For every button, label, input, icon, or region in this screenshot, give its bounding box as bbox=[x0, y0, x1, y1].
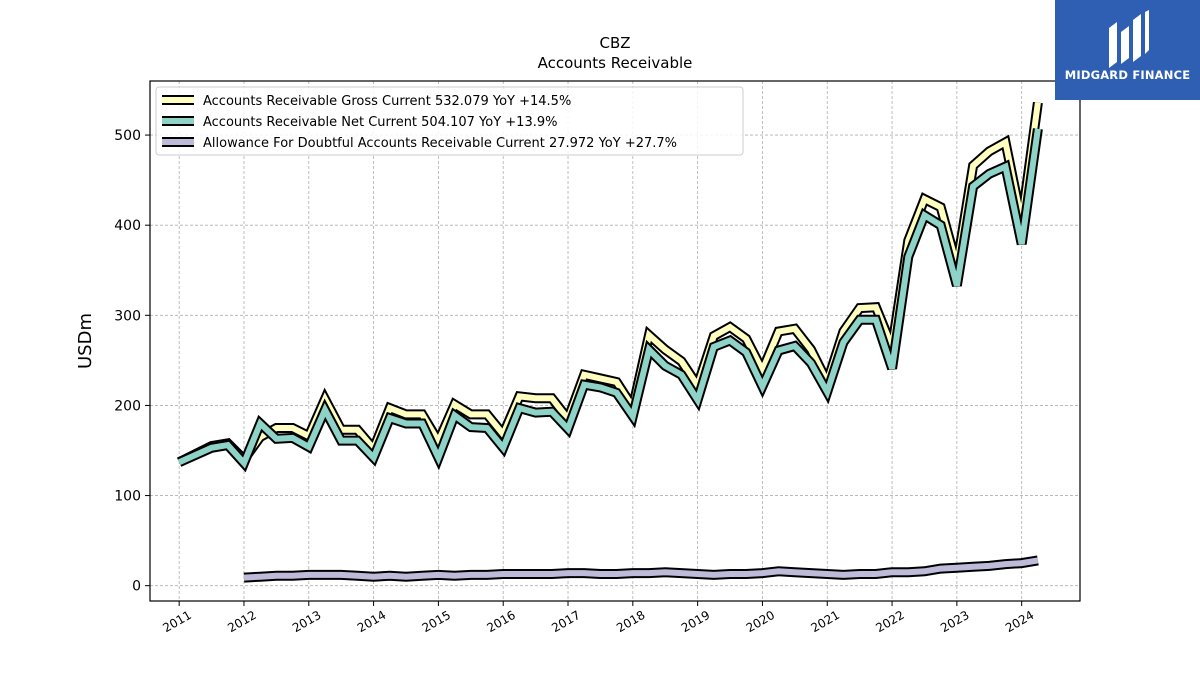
x-tick-label: 2022 bbox=[873, 608, 906, 635]
logo-mark-icon bbox=[1109, 10, 1149, 68]
x-tick-label: 2014 bbox=[355, 608, 388, 635]
series-line bbox=[177, 128, 1041, 469]
series-layer bbox=[176, 101, 1043, 583]
x-tick-label: 2011 bbox=[160, 608, 193, 635]
brand-logo: MIDGARD FINANCE bbox=[1055, 0, 1200, 100]
y-tick-label: 400 bbox=[114, 218, 141, 234]
x-tick-label: 2016 bbox=[484, 608, 517, 635]
legend: Accounts Receivable Gross Current 532.07… bbox=[155, 86, 744, 156]
y-tick-label: 200 bbox=[114, 398, 141, 414]
chart-subtitle: Accounts Receivable bbox=[538, 54, 693, 72]
x-tick-label: 2023 bbox=[938, 608, 971, 635]
legend-label: Allowance For Doubtful Accounts Receivab… bbox=[203, 136, 677, 151]
x-tick-label: 2012 bbox=[225, 608, 258, 635]
plot-frame bbox=[149, 80, 1081, 602]
series-outline bbox=[177, 128, 1043, 473]
x-tick-label: 2021 bbox=[809, 608, 842, 635]
axes: 2011 2012 2013 2014 2015 2016 2017 2018 2019 2020… bbox=[114, 128, 1036, 635]
y-tick-label: 300 bbox=[114, 308, 141, 324]
x-tick-label: 2018 bbox=[614, 608, 647, 635]
y-tick-label: 0 bbox=[132, 579, 141, 595]
y-tick-label: 500 bbox=[114, 128, 141, 144]
x-tick-label: 2017 bbox=[549, 608, 582, 635]
chart-title: CBZ bbox=[599, 34, 630, 52]
series-line bbox=[243, 557, 1039, 581]
x-tick-label: 2024 bbox=[1003, 608, 1036, 635]
x-tick-label: 2020 bbox=[744, 608, 777, 635]
x-tick-label: 2015 bbox=[420, 608, 453, 635]
legend-label: Accounts Receivable Net Current 504.107 … bbox=[203, 115, 558, 130]
y-tick-label: 100 bbox=[114, 489, 141, 505]
logo-text: MIDGARD FINANCE bbox=[1064, 68, 1191, 82]
x-tick-label: 2013 bbox=[290, 608, 323, 635]
grid bbox=[150, 81, 1080, 601]
y-axis-label: USDm bbox=[75, 313, 96, 369]
legend-box bbox=[155, 86, 744, 156]
legend-label: Accounts Receivable Gross Current 532.07… bbox=[203, 94, 571, 109]
x-tick-label: 2019 bbox=[679, 608, 712, 635]
